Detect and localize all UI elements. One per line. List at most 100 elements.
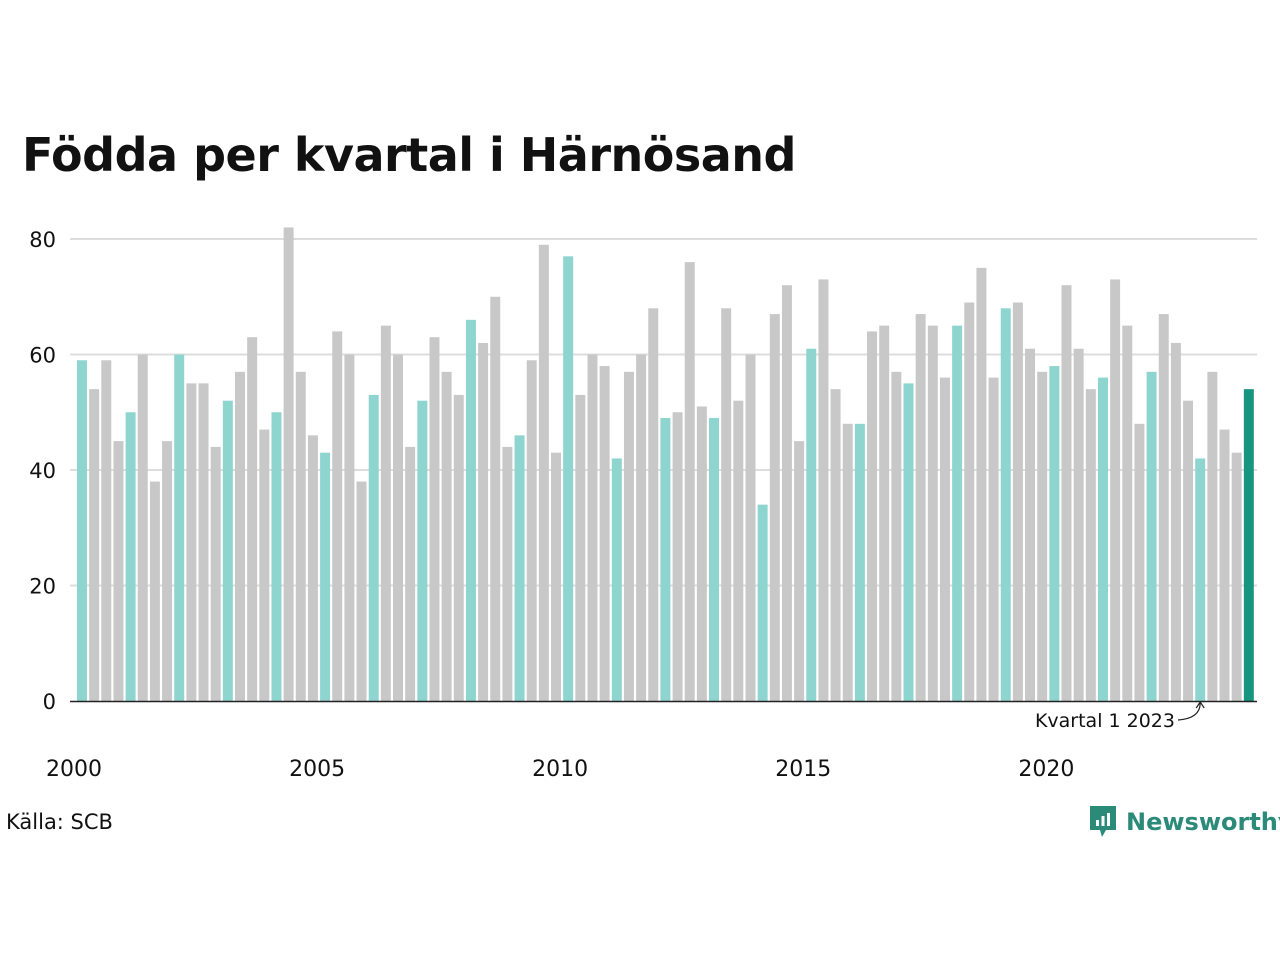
bar (186, 383, 197, 701)
bar (307, 435, 318, 701)
bar (174, 354, 185, 701)
x-tick-label: 2015 (775, 757, 831, 782)
bar (842, 423, 853, 701)
bar (247, 337, 258, 701)
x-tick-label: 2010 (532, 757, 588, 782)
bar (696, 406, 707, 701)
bar (939, 377, 950, 701)
bar (125, 412, 136, 701)
bar (210, 446, 221, 701)
bar (781, 285, 792, 701)
source-note: Källa: SCB (6, 810, 113, 834)
bar (769, 314, 780, 701)
bar (854, 423, 865, 701)
annotation-arrowhead (1195, 700, 1205, 709)
bar (405, 446, 416, 701)
bar (879, 325, 890, 701)
bar (368, 394, 379, 701)
bar (1085, 389, 1096, 701)
bar (1183, 400, 1194, 701)
bar (478, 342, 489, 701)
annotation-label: Kvartal 1 2023 (1035, 710, 1175, 732)
bar (806, 348, 817, 701)
bar (1012, 302, 1023, 701)
y-tick-label: 80 (29, 228, 56, 252)
bar (721, 308, 732, 701)
annotation-layer: Kvartal 1 2023 (1035, 700, 1205, 732)
bar (1061, 285, 1072, 701)
y-tick-label: 40 (29, 459, 56, 483)
bar (1000, 308, 1011, 701)
bar (1243, 389, 1254, 701)
newsworthy-logo: Newsworthy (1088, 804, 1280, 840)
bar (344, 354, 355, 701)
bar (757, 504, 768, 701)
bar (709, 418, 720, 701)
bar (563, 256, 574, 701)
bar (356, 481, 367, 701)
x-tick-label: 2020 (1018, 757, 1074, 782)
bar (235, 371, 245, 701)
bar (259, 429, 270, 701)
bar (745, 354, 756, 701)
bar (611, 458, 622, 701)
bar (465, 319, 476, 701)
bar (623, 371, 634, 701)
x-tick-label: 2005 (289, 757, 345, 782)
bar (830, 389, 841, 701)
x-tick-label: 2000 (46, 757, 102, 782)
bar (332, 331, 343, 701)
bar (137, 354, 148, 701)
bar (575, 394, 586, 701)
bar (903, 383, 914, 701)
bar (636, 354, 647, 701)
bar (927, 325, 938, 701)
newsworthy-logo-text: Newsworthy (1126, 808, 1280, 836)
bar (648, 308, 659, 701)
bar (1073, 348, 1084, 701)
bar (222, 400, 233, 701)
bars-layer (77, 227, 1254, 701)
bar (1025, 348, 1036, 701)
bar (867, 331, 878, 701)
y-tick-label: 20 (29, 575, 56, 599)
bar (538, 244, 549, 701)
bar (198, 383, 209, 701)
bar (976, 267, 987, 701)
bar (453, 394, 464, 701)
bar (393, 354, 403, 701)
bar (891, 371, 902, 701)
bar (1219, 429, 1230, 701)
y-tick-label: 60 (29, 344, 56, 368)
bar (587, 354, 598, 701)
bar (1195, 458, 1206, 701)
bar (794, 441, 805, 701)
bar (733, 400, 744, 701)
bar (1134, 423, 1145, 701)
y-tick-label: 0 (43, 690, 56, 714)
bar (502, 446, 513, 701)
bar (149, 481, 160, 701)
bar (684, 262, 695, 701)
bar (490, 296, 501, 701)
bar (295, 371, 306, 701)
bar (1146, 371, 1157, 701)
bar (660, 418, 671, 701)
bar (952, 325, 963, 701)
bar (514, 435, 525, 701)
bar (441, 371, 452, 701)
bar (526, 360, 537, 701)
bar (1097, 377, 1108, 701)
bar (1037, 371, 1048, 701)
bar (1207, 371, 1218, 701)
bar (988, 377, 999, 701)
bar (162, 441, 173, 701)
bar (672, 412, 683, 701)
newsworthy-logo-icon (1090, 806, 1116, 837)
bar (551, 452, 561, 701)
bar (417, 400, 428, 701)
bar (1122, 325, 1133, 701)
bar (1231, 452, 1242, 701)
bar (429, 337, 440, 701)
